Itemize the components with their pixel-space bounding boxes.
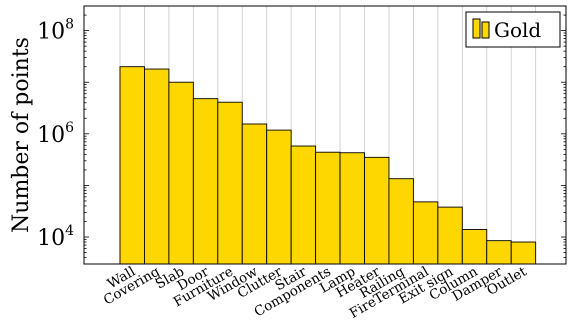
bar-furniture	[217, 101, 243, 265]
bar-door	[192, 98, 219, 265]
bar-damper	[486, 240, 512, 265]
bar-exit-sign	[437, 206, 463, 265]
legend-swatch	[481, 21, 490, 39]
bar-heater	[364, 156, 390, 265]
y-tick-label: 104	[37, 223, 74, 251]
legend-label: Gold	[494, 18, 541, 42]
bars	[119, 66, 537, 265]
legend: Gold	[465, 11, 561, 48]
bar-column	[461, 229, 488, 265]
bar-railing	[388, 178, 414, 265]
bar-outlet	[510, 241, 537, 265]
y-ticks: 104 106 108	[37, 5, 566, 265]
legend-swatch	[472, 18, 481, 39]
y-tick-label: 106	[37, 120, 74, 148]
bar-window	[241, 123, 268, 265]
bar-lamp	[339, 152, 365, 265]
bar-stair	[290, 145, 317, 265]
bar-clutter	[266, 129, 292, 265]
bar-fireterminal	[412, 201, 439, 265]
bar-covering	[143, 68, 170, 265]
bar-components	[315, 151, 341, 265]
bar-wall	[119, 66, 145, 265]
bar-slab	[168, 81, 194, 265]
plot-frame	[83, 5, 567, 265]
y-axis-title: Number of points	[9, 37, 34, 233]
y-tick-label: 108	[37, 17, 74, 45]
x-tick-labels: WallCoveringSlabDoorFurnitureWindowClutt…	[101, 263, 530, 322]
